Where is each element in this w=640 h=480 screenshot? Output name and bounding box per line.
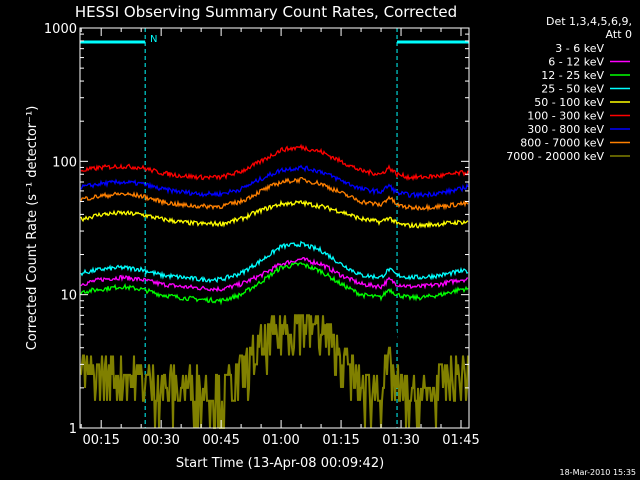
- y-tick-label: 10: [60, 289, 77, 304]
- y-tick-label: 1000: [44, 22, 77, 37]
- x-tick-label: 01:15: [322, 433, 359, 448]
- night-marker-label: N: [150, 34, 157, 45]
- series-line-4: [80, 199, 469, 229]
- series-line-5: [80, 143, 469, 182]
- x-tick-label: 01:00: [262, 433, 299, 448]
- x-tick-label: 00:45: [202, 433, 239, 448]
- legend-label: 3 - 6 keV: [555, 42, 604, 55]
- legend-label: 6 - 12 keV: [548, 56, 604, 69]
- legend-label: 50 - 100 keV: [534, 96, 604, 109]
- series-line-2: [80, 262, 469, 306]
- axis-layer: 1 10 100 1000 00:15 00:30 00:45 01:00 01:15 01:30…: [44, 22, 480, 448]
- legend-label: 12 - 25 keV: [541, 69, 604, 82]
- series-line-6: [80, 164, 469, 200]
- legend-label: 7000 - 20000 keV: [506, 150, 604, 163]
- series-line-0: [80, 282, 469, 352]
- plot-frame: [79, 27, 470, 429]
- y-axis-label: Corrected Count Rate (s⁻¹ detector⁻¹): [25, 106, 40, 351]
- series-line-1: [80, 257, 469, 293]
- chart-title: HESSI Observing Summary Count Rates, Cor…: [75, 3, 457, 21]
- legend-label: 300 - 800 keV: [527, 123, 604, 136]
- y-tick-label: 1: [69, 422, 77, 437]
- x-tick-label: 00:30: [142, 433, 179, 448]
- legend-header-line2: Att 0: [606, 28, 632, 41]
- series-line-7: [80, 176, 469, 212]
- x-axis-label: Start Time (13-Apr-08 00:09:42): [176, 456, 384, 471]
- legend-header-line1: Det 1,3,4,5,6,9,: [546, 15, 632, 28]
- series-line-3: [80, 240, 469, 284]
- footer-timestamp: 18-Mar-2010 15:35: [560, 468, 637, 477]
- y-tick-label: 100: [52, 155, 77, 170]
- legend-label: 800 - 7000 keV: [520, 137, 604, 150]
- x-tick-label: 01:45: [442, 433, 479, 448]
- legend-label: 25 - 50 keV: [541, 83, 604, 96]
- legend-label: 100 - 300 keV: [527, 110, 604, 123]
- x-tick-label: 01:30: [382, 433, 419, 448]
- series-line-8: [80, 314, 469, 429]
- x-tick-label: 00:15: [82, 433, 119, 448]
